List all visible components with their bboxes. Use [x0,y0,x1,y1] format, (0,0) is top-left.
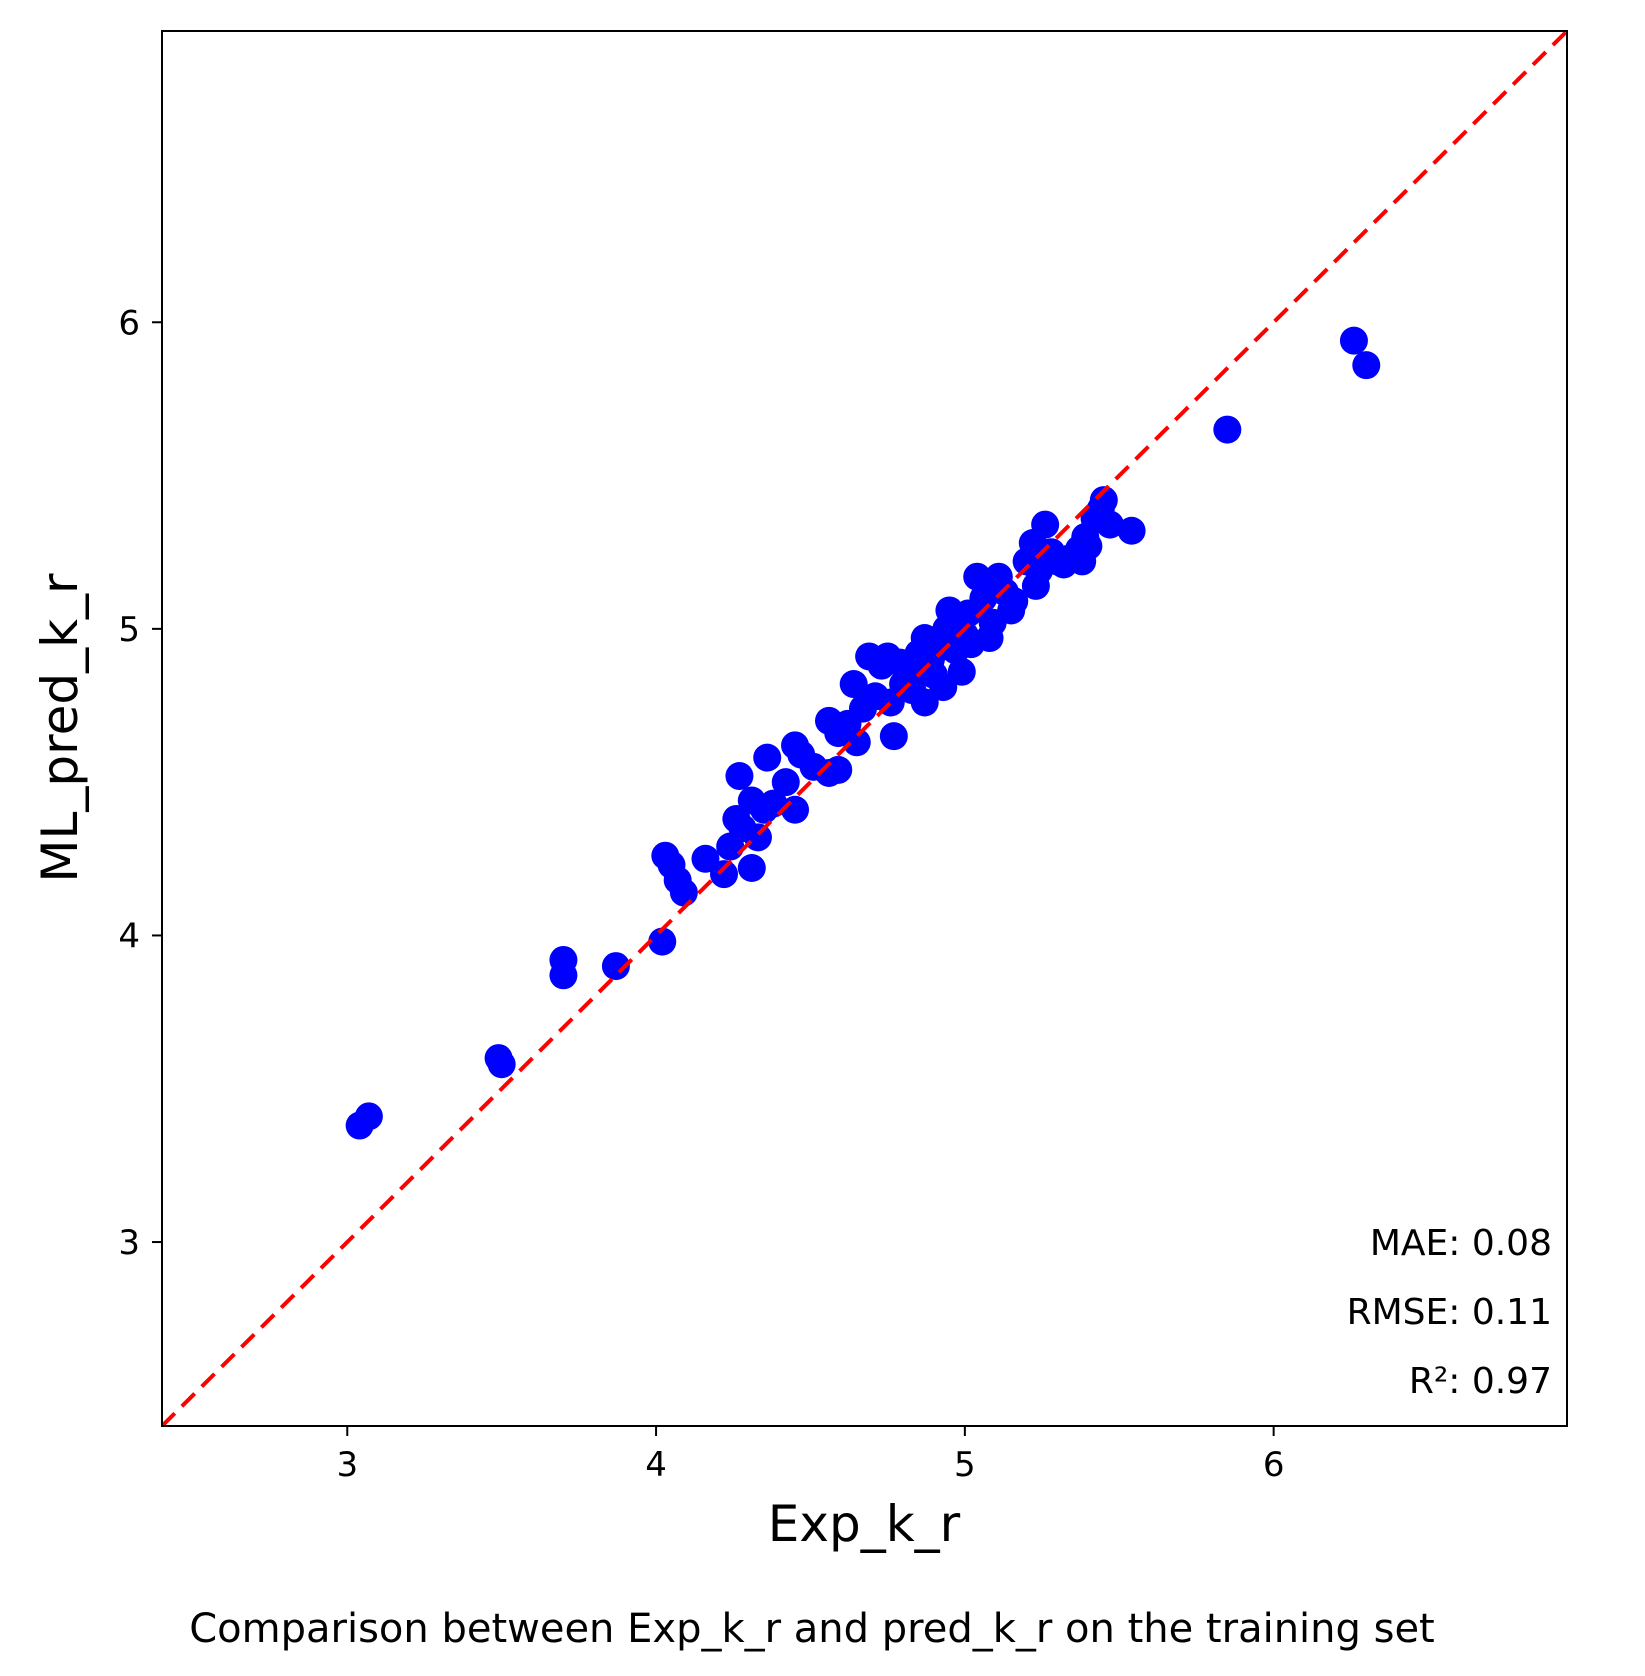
data-point [929,673,958,702]
data-point [824,755,853,784]
data-point [1089,486,1118,515]
metric-mae: MAE: 0.08 [1370,1223,1552,1264]
data-point [1352,351,1381,380]
data-point [669,878,698,907]
data-point [691,844,720,873]
plot-frame [161,30,1568,1427]
data-points [345,326,1381,1140]
data-point [725,762,754,791]
x-tick-label: 6 [1263,1445,1285,1485]
data-point [1000,587,1029,616]
y-tick-label: 5 [118,610,140,650]
data-point [1031,510,1060,539]
data-point [1213,415,1242,444]
data-point [601,952,630,981]
y-tick-label: 3 [118,1223,140,1263]
chart-caption: Comparison between Exp_k_r and pred_k_r … [189,1606,1435,1652]
data-point [648,927,677,956]
metric-rmse: RMSE: 0.11 [1347,1292,1552,1333]
data-point [354,1102,383,1131]
y-axis-label: ML_pred_k_r [31,573,89,883]
data-point [1095,510,1124,539]
data-point [947,657,976,686]
data-point [842,728,871,757]
x-tick-label: 4 [645,1445,667,1485]
x-tick-label: 5 [954,1445,976,1485]
data-point [487,1050,516,1079]
data-point [737,854,766,882]
y-tick-label: 6 [118,303,140,343]
data-point [743,823,772,852]
metrics-annotation: MAE: 0.08 RMSE: 0.11 R²: 0.97 [1347,1223,1552,1402]
data-point [910,688,939,717]
metric-r2: R²: 0.97 [1409,1361,1552,1402]
data-point [1339,326,1368,355]
data-point [771,768,800,797]
data-point [1074,532,1103,561]
data-point [753,743,782,772]
y-axis-ticks: 3 4 5 6 [118,303,162,1263]
data-point [1117,516,1146,545]
data-point [963,562,992,591]
x-axis-label: Exp_k_r [768,1495,961,1553]
x-tick-label: 3 [336,1445,358,1485]
identity-reference-line [162,31,1567,1426]
x-axis-ticks: 3 4 5 6 [336,1426,1284,1485]
data-point [710,860,738,889]
data-point [549,961,578,990]
data-point [879,722,908,751]
data-point [969,584,998,613]
y-tick-label: 4 [118,916,140,956]
data-point [839,670,868,699]
